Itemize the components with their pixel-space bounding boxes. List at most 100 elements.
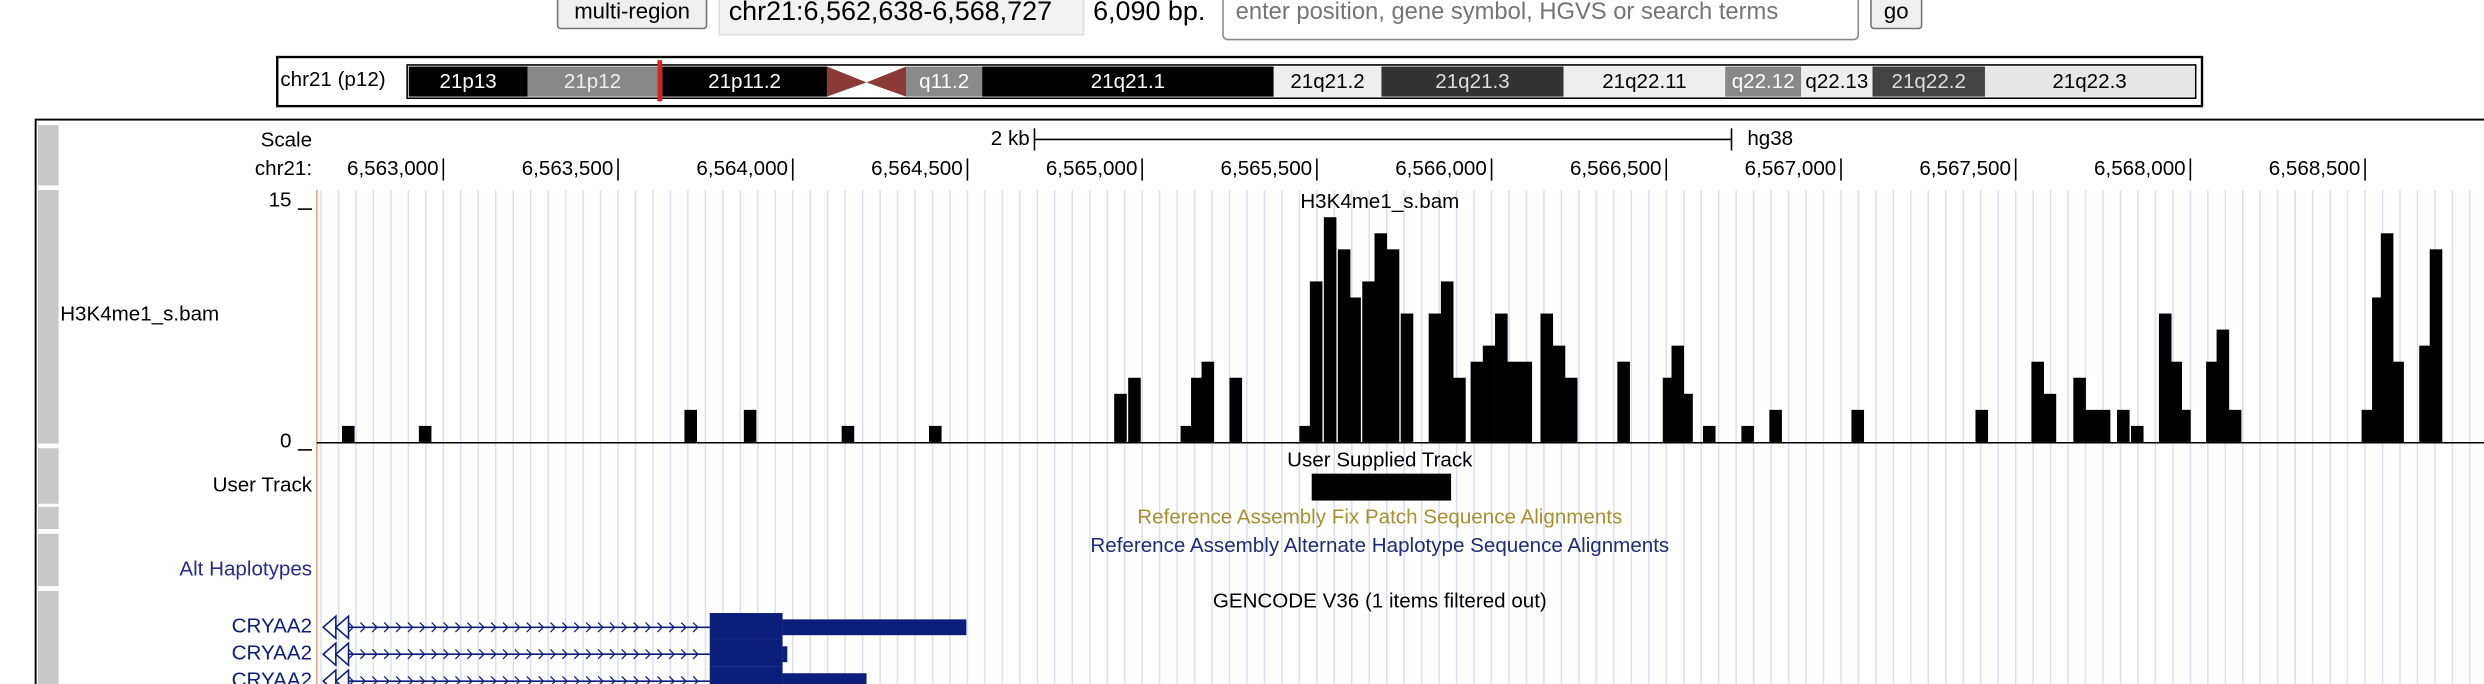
truncation-marker xyxy=(334,668,350,684)
intron-arrow xyxy=(573,649,580,660)
intron-arrow xyxy=(621,675,628,684)
scale-label: Scale xyxy=(261,128,312,151)
search-input[interactable] xyxy=(1222,0,1860,41)
ideogram-label: chr21 (p12) xyxy=(280,68,385,91)
ideogram-band xyxy=(1273,66,1382,97)
intron-arrow xyxy=(656,649,664,660)
side-button[interactable] xyxy=(38,190,59,444)
intron-arrow xyxy=(585,649,592,660)
intron-arrow xyxy=(490,649,497,660)
ideogram-band-label: 21q21.1 xyxy=(1091,70,1165,93)
scale-tick-label: 6,564,500 xyxy=(871,157,963,180)
intron-arrow xyxy=(692,675,699,684)
intron-arrow xyxy=(538,675,545,684)
intron-arrow xyxy=(348,675,355,684)
ideogram-band xyxy=(1801,66,1873,97)
intron-arrow xyxy=(645,622,652,633)
intron-arrow xyxy=(538,649,545,660)
coverage-bar xyxy=(1741,425,1754,442)
intron-arrow xyxy=(359,622,367,633)
intron-arrow xyxy=(490,622,497,633)
gene-rows: CRYAA2 CRYAA2 CRYAA2 xyxy=(232,613,967,684)
ideogram-band-label: 21q21.2 xyxy=(1290,70,1364,93)
intron-arrow xyxy=(609,622,616,633)
scale-tick-label: 6,563,000 xyxy=(347,157,439,180)
coverage-bar xyxy=(2429,249,2443,442)
coverage-bar xyxy=(2380,233,2394,442)
intron-arrow xyxy=(561,675,569,684)
multi-region-button[interactable] xyxy=(556,0,708,30)
ideogram-band-label: 21q22.2 xyxy=(1892,70,1966,93)
coverage-bar xyxy=(2391,361,2404,442)
coverage-track-title: H3K4me1_s.bam xyxy=(1300,190,1459,213)
coverage-bar xyxy=(1440,281,1454,442)
coverage-bar xyxy=(2097,409,2111,442)
intron-arrow xyxy=(478,622,485,633)
intron-arrow xyxy=(656,622,664,633)
ideogram-band xyxy=(662,66,827,97)
intron-arrow xyxy=(478,675,485,684)
side-button[interactable] xyxy=(38,125,59,186)
coverage-bar xyxy=(2361,409,2375,442)
intron-arrow xyxy=(680,622,687,633)
gene-exon xyxy=(709,666,783,684)
side-button[interactable] xyxy=(38,533,59,587)
intron-arrow xyxy=(514,622,521,633)
scale-tick-label: 6,566,000 xyxy=(1395,157,1487,180)
scale-tick-label: 6,565,500 xyxy=(1221,157,1313,180)
intron-arrow xyxy=(490,675,497,684)
coverage-bar xyxy=(1229,377,1243,442)
intron-arrow xyxy=(371,649,378,660)
intron-arrow xyxy=(633,675,640,684)
user-track-label: User Track xyxy=(213,474,313,497)
go-label: go xyxy=(1884,0,1909,24)
coverage-bar xyxy=(1309,281,1323,442)
scale-bar-label: 2 kb xyxy=(991,127,1030,150)
coverage-bar xyxy=(1702,425,1716,442)
intron-arrow xyxy=(407,675,414,684)
intron-arrow xyxy=(680,675,687,684)
intron-arrow xyxy=(371,675,378,684)
coverage-y-tick-label: 15 xyxy=(269,189,292,212)
gene-utr xyxy=(782,673,867,684)
go-button[interactable] xyxy=(1870,0,1923,30)
coverage-bar xyxy=(1519,361,1533,442)
centromere xyxy=(866,66,907,97)
intron-arrow xyxy=(431,649,438,660)
coverage-bar xyxy=(1400,313,1414,442)
scale-tick-label: 6,568,000 xyxy=(2094,157,2186,180)
ideogram-band-label: 21p11.2 xyxy=(708,70,781,93)
intron-arrow xyxy=(633,649,640,660)
coverage-bar xyxy=(2228,409,2242,442)
coverage-bar xyxy=(1386,249,1400,442)
intron-arrow xyxy=(383,675,390,684)
coverage-bar xyxy=(1191,377,1204,442)
coverage-bar xyxy=(2130,425,2144,442)
intron-arrow xyxy=(692,622,699,633)
side-button[interactable] xyxy=(38,590,59,684)
coverage-bar xyxy=(1851,409,1865,442)
gene-exon xyxy=(709,613,783,640)
scale-tick-label: 6,564,000 xyxy=(696,157,788,180)
gene-utr xyxy=(782,646,788,663)
side-button[interactable] xyxy=(38,506,59,530)
user-track-feature[interactable] xyxy=(1311,473,1452,501)
intron-arrow xyxy=(395,675,402,684)
coverage-bar xyxy=(1453,377,1466,442)
coverage-bar xyxy=(2216,329,2230,442)
coverage-bar xyxy=(1769,409,1782,442)
intron-arrow xyxy=(359,675,367,684)
side-button[interactable] xyxy=(38,448,59,504)
coverage-bar xyxy=(1114,393,1127,442)
intron-arrow xyxy=(395,649,402,660)
intron-arrow xyxy=(455,675,462,684)
intron-arrow xyxy=(466,622,473,633)
coverage-bar xyxy=(1564,377,1578,442)
coverage-bar xyxy=(1299,425,1312,442)
intron-arrow xyxy=(621,649,628,660)
intron-arrow xyxy=(692,649,699,660)
coverage-bar xyxy=(341,425,355,442)
intron-arrow xyxy=(656,675,664,684)
search-placeholder: enter position, gene symbol, HGVS or sea… xyxy=(1236,0,1779,25)
